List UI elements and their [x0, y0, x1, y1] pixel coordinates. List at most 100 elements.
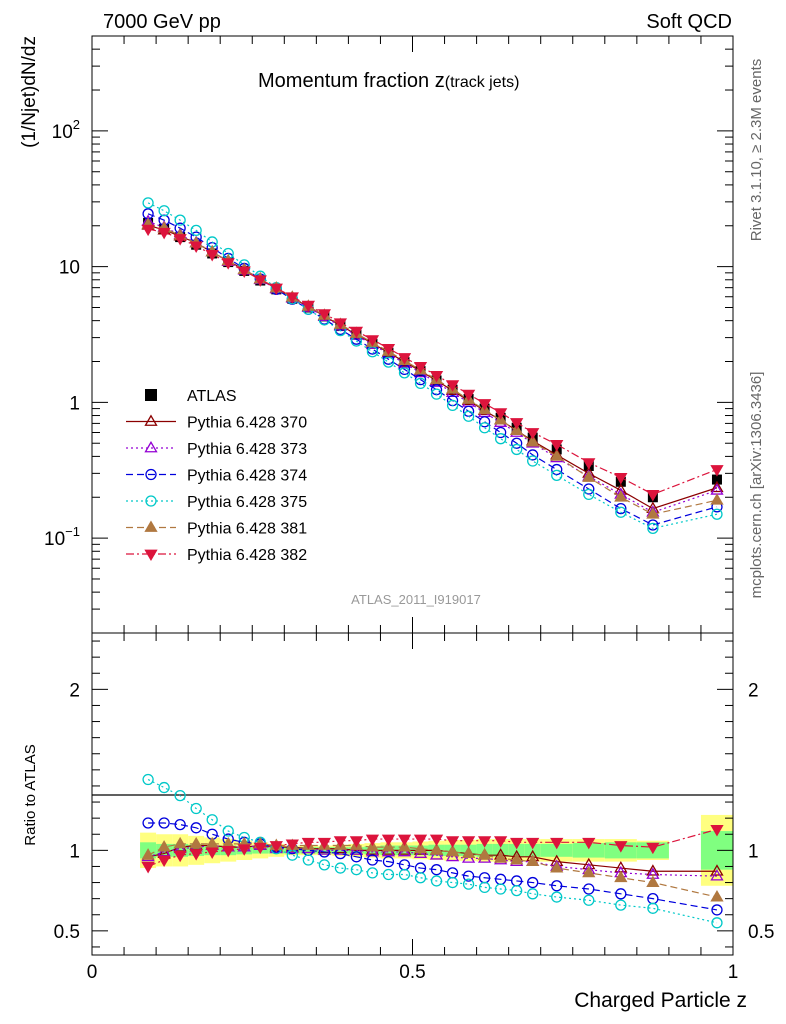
- data-point: [494, 433, 507, 445]
- ratio-data-point: [173, 850, 187, 863]
- legend-label: Pythia 6.428 375: [187, 494, 307, 511]
- rivet-version-label: Rivet 3.1.10, ≥ 2.3M events: [748, 59, 765, 242]
- analysis-watermark: ATLAS_2011_I919017: [351, 592, 481, 607]
- data-point: [381, 343, 396, 356]
- ratio-data-point: [462, 878, 475, 890]
- ratio-data-point: [582, 837, 596, 850]
- data-point: [446, 399, 459, 412]
- data-point: [582, 458, 596, 470]
- main-plot-title-sub: (track jets): [445, 74, 520, 91]
- category-label: Soft QCD: [646, 11, 732, 33]
- ratio-data-point: [445, 844, 460, 857]
- ratio-data-point: [301, 837, 315, 850]
- data-point: [397, 353, 412, 365]
- legend: ATLAS Pythia 6.428 370 Pythia 6.428 373 Pyt…: [126, 388, 307, 564]
- data-point: [301, 300, 315, 313]
- ratio-data-point: [526, 854, 540, 867]
- data-point: [398, 367, 411, 379]
- ratio-data-point: [397, 834, 412, 847]
- legend-marker: [144, 440, 158, 453]
- x-axis-label: Charged Particle z: [574, 989, 747, 1012]
- ratio-data-point: [510, 837, 524, 850]
- series-line: [147, 202, 718, 529]
- data-point: [550, 440, 564, 452]
- ratio-data-point: [429, 843, 444, 855]
- data-point: [429, 371, 444, 383]
- data-point: [550, 449, 564, 461]
- ratio-data-point: [614, 841, 628, 853]
- ratio-data-point: [494, 883, 507, 895]
- ratio-data-point: [141, 862, 155, 874]
- ratio-data-point: [462, 870, 475, 882]
- data-point: [382, 356, 395, 368]
- ratio-data-point: [189, 849, 203, 861]
- legend-marker: [144, 549, 158, 562]
- ratio-data-point: [430, 864, 443, 876]
- ratio-data-point: [461, 836, 476, 848]
- ratio-data-point: [494, 836, 508, 848]
- data-point: [551, 463, 563, 476]
- ratio-data-point: [157, 855, 171, 868]
- ratio-data-point: [710, 869, 724, 881]
- ratio-error-band-inner: [332, 847, 349, 854]
- ratio-data-point: [142, 773, 154, 786]
- ratio-data-point: [173, 836, 187, 849]
- ratio-plot-panel: Ratio to ATLAS Charged Particle z 0.5 0.5…: [22, 632, 774, 1012]
- main-plot-title: Momentum fraction z(track jets): [258, 70, 519, 92]
- ratio-data-point: [583, 894, 595, 906]
- data-point: [285, 292, 299, 304]
- ratio-error-band-inner: [300, 847, 317, 854]
- ratio-data-point: [477, 848, 492, 860]
- ratio-data-point: [646, 842, 660, 855]
- ratio-data-point: [710, 864, 724, 876]
- legend-label: Pythia 6.428 381: [187, 521, 307, 538]
- ratio-data-point: [366, 867, 379, 879]
- ratio-data-point: [494, 851, 508, 863]
- data-point: [189, 241, 203, 254]
- data-point: [349, 326, 364, 339]
- data-point: [583, 488, 595, 501]
- legend-marker: [145, 468, 157, 481]
- ratio-data-point: [237, 844, 251, 856]
- data-point: [494, 426, 507, 439]
- ratio-data-point: [461, 846, 476, 858]
- data-point: [551, 469, 563, 481]
- series-pythia-6-428-382: [141, 224, 724, 502]
- data-point: [511, 443, 523, 456]
- ratio-data-point: [174, 818, 186, 831]
- main-y-axis-label: (1/Njet)dN/dz: [19, 36, 40, 148]
- series-line: [147, 213, 718, 526]
- ratio-y-tick-label-right: 0.5: [748, 922, 774, 943]
- ratio-data-point: [477, 836, 492, 848]
- ratio-data-point: [413, 834, 428, 847]
- ratio-y-tick-label: 2: [69, 680, 80, 701]
- ratio-data-point: [711, 917, 723, 929]
- ratio-data-point: [365, 840, 380, 852]
- x-tick-label: 1: [728, 962, 739, 983]
- data-point: [478, 422, 491, 434]
- ratio-data-point: [221, 845, 235, 858]
- data-point: [190, 224, 202, 237]
- ratio-data-point: [646, 864, 660, 876]
- data-point: [461, 389, 476, 402]
- ratio-series-pythia-6-428-374: [142, 817, 723, 916]
- data-point: [527, 455, 539, 467]
- ratio-y-tick-label-right: 1: [748, 841, 759, 862]
- ratio-data-point: [446, 876, 459, 889]
- ratio-data-point: [206, 814, 218, 826]
- ratio-data-point: [333, 836, 348, 848]
- ratio-data-point: [174, 789, 186, 802]
- ratio-data-point: [253, 842, 267, 855]
- data-point: [614, 490, 628, 502]
- data-point: [462, 410, 475, 422]
- ratio-data-point: [382, 868, 395, 881]
- ratio-series-line: [148, 822, 718, 911]
- ratio-y-tick-label-right: 2: [748, 680, 759, 701]
- data-point: [615, 502, 627, 515]
- ratio-error-band-inner: [540, 843, 573, 857]
- data-point: [174, 214, 186, 226]
- ratio-data-point: [397, 840, 412, 852]
- ratio-data-point: [381, 834, 396, 847]
- main-plot-frame: [91, 35, 734, 634]
